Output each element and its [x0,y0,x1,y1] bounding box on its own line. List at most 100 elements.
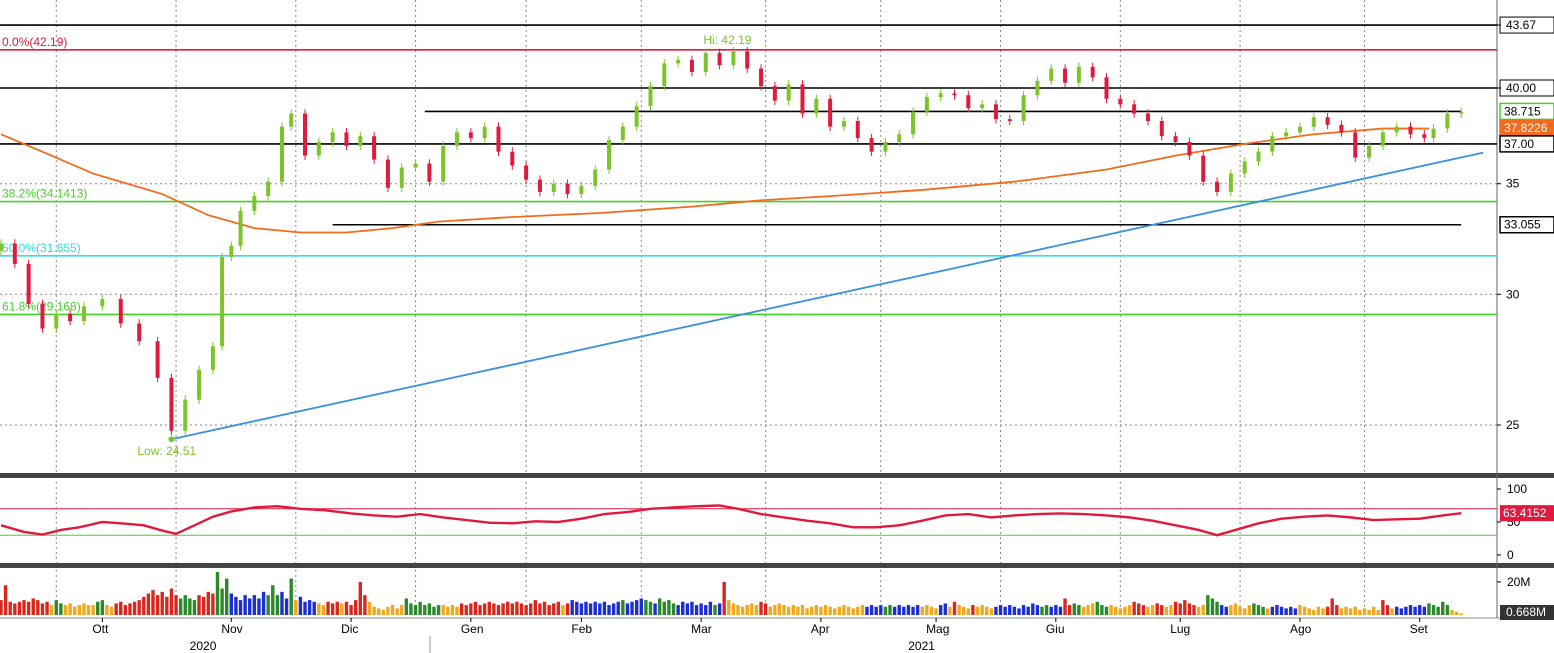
candle-body [0,243,3,251]
volume-bar [1298,605,1302,615]
candle [12,239,17,269]
candle-body [551,183,556,192]
candle [197,365,202,404]
volume-bar [1279,606,1284,615]
candle [54,309,59,333]
volume-bar [708,601,713,615]
candle-body [662,63,667,87]
candle [1090,62,1095,82]
volume-bar [648,601,653,615]
volume-bar [671,603,676,615]
year-label: 2021 [908,639,935,653]
candle [759,64,764,91]
volume-bar [1215,601,1219,615]
volume-bar [975,606,980,615]
volume-bar [773,605,777,615]
candle-body [197,369,202,400]
volume-bar [220,588,224,615]
volume-bar [77,605,82,615]
volume-bar [409,603,413,615]
candle [1367,141,1372,162]
volume-bar [1049,606,1053,615]
low-annotation: Low: 24.51 [137,444,196,458]
volume-bar [856,606,860,615]
volume-bar [722,581,726,615]
volume-bar [727,600,731,615]
volume-bar [1192,605,1196,615]
candle [1159,116,1164,141]
volume-bar [455,606,459,615]
volume-bar [602,601,607,615]
volume-bar [386,606,390,615]
volume-bar [892,606,897,615]
candle-body [828,98,833,127]
volume-bar [920,606,924,615]
volume-bars [0,572,1463,615]
volume-bar [994,606,998,615]
candle-body [210,346,215,370]
candle-body [1132,104,1137,114]
month-label: Mar [691,622,712,636]
candle-body [289,113,294,127]
month-label: Giu [1046,622,1065,636]
volume-bar [510,603,514,615]
candle-body [1380,132,1385,146]
volume-bar [915,605,920,615]
volume-bar [1104,606,1109,615]
volume-bar [786,606,791,615]
candle-body [869,138,874,152]
volume-bar [1312,610,1316,615]
candle-body [358,136,363,146]
volume-bar [1196,606,1201,615]
candle [800,80,805,118]
candle [1353,128,1358,162]
volume-bar [1376,610,1380,615]
volume-bar [902,606,906,615]
candle-body [137,323,142,342]
volume-bar [1040,606,1044,615]
candle [40,299,45,333]
volume-bar [1141,605,1146,615]
candle [1394,122,1399,137]
price-marker-label: 37.00 [1504,137,1534,151]
volume-bar [1385,605,1390,615]
candle [1104,73,1109,104]
volume-bar [625,603,630,615]
volume-bar [842,605,846,615]
candle-body [510,151,515,166]
month-label: Gen [461,622,484,636]
candle [841,116,846,131]
volume-bar [1445,605,1450,615]
volume-bar [717,603,722,615]
candle-body [772,86,777,101]
volume-bar [639,598,643,615]
candle-body [220,257,225,347]
volume-bar [630,601,634,615]
candle-body [717,53,722,66]
volume-bar [3,585,8,615]
volume-bar [1307,608,1311,615]
volume-bar [501,603,505,615]
volume-bar [450,605,455,615]
volume-bar [1284,608,1288,615]
candle [399,163,404,193]
candle-body [1325,117,1330,125]
volume-bar [1017,608,1021,615]
volume-bar [1086,605,1090,615]
volume-bar [478,605,482,615]
candle [579,181,584,199]
volume-bar [8,601,12,615]
candle-body [1090,66,1095,78]
candle [731,47,736,70]
volume-bar [1275,605,1279,615]
volume-bar [547,605,551,615]
candle [385,155,390,193]
volume-bar [657,598,662,615]
volume-bar [874,606,878,615]
volume-bar [257,598,261,615]
candle [238,206,243,251]
candle-body [1021,95,1026,122]
volume-bar [49,605,54,615]
candle [68,309,73,326]
volume-bar [966,608,971,615]
